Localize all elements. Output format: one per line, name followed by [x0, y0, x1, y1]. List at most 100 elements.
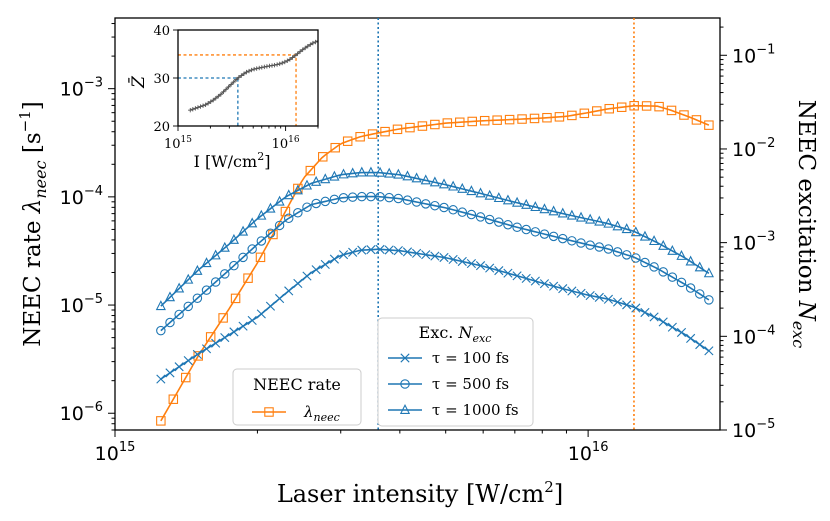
- legend-entry-1000fs: τ = 1000 fs: [432, 401, 519, 419]
- series-1-point: [676, 327, 687, 338]
- series-3-point: [237, 225, 249, 236]
- inset-point: [257, 65, 262, 71]
- inset-point: [234, 77, 239, 82]
- inset-point: [195, 105, 201, 110]
- series-1-point: [603, 294, 614, 304]
- series-0-point: [205, 332, 216, 342]
- inset-point: [246, 68, 252, 74]
- y-axis-right: 10−5 10−4 10−3 10−2 10−1: [720, 26, 775, 442]
- inset-point: [205, 101, 211, 106]
- series-2-point: [530, 227, 541, 237]
- series-2-point: [384, 192, 394, 203]
- series-2-point: [329, 194, 340, 205]
- y-right-tick-label: 10−5: [732, 417, 775, 442]
- inset-point: [272, 62, 277, 68]
- series-3-point: [265, 202, 276, 213]
- series-line-2: [160, 195, 710, 332]
- series-3-point: [365, 166, 377, 177]
- series-3-point: [603, 217, 614, 228]
- series-1-point: [658, 317, 668, 327]
- series-1-point: [229, 327, 239, 337]
- series-1-point: [622, 300, 632, 310]
- series-0-point: [243, 273, 253, 283]
- series-0-point: [455, 117, 465, 128]
- series-3-point: [429, 176, 440, 187]
- inset-point: [188, 107, 193, 113]
- legend-neec-marker-shape: [264, 407, 274, 417]
- series-1-point: [156, 374, 166, 384]
- y-right-tick-label: 10−4: [732, 323, 775, 348]
- series-1-point: [512, 271, 522, 281]
- series-0-point: [654, 101, 664, 112]
- series-0-point: [492, 115, 502, 125]
- series-2-point: [366, 191, 376, 202]
- inset-point: [313, 39, 318, 45]
- series-3-point: [457, 182, 468, 193]
- series-1-point: [320, 259, 330, 270]
- series-line-3: [160, 171, 710, 307]
- series-2-point: [621, 250, 632, 260]
- series-2-point: [247, 244, 257, 254]
- inset-point: [236, 75, 242, 80]
- y-right-tick-label: 10−3: [732, 230, 775, 255]
- inset-point: [244, 69, 249, 75]
- inset-point: [259, 65, 264, 70]
- legend-exc-marker-2: [399, 403, 411, 414]
- inset-x-tick-label: 1016: [272, 135, 300, 152]
- series-2-point: [402, 195, 413, 205]
- series-3-point: [311, 175, 322, 186]
- series-1-point: [384, 245, 394, 255]
- series-3-point: [402, 170, 413, 181]
- series-3-point: [192, 264, 203, 275]
- series-layer: [155, 101, 714, 426]
- series-1-point: [576, 288, 586, 298]
- y-right-tick-label: 10−2: [732, 136, 775, 161]
- series-1-point: [238, 321, 248, 331]
- series-2-point: [576, 238, 586, 248]
- series-3-point: [338, 168, 349, 179]
- series-2-point: [183, 301, 194, 312]
- series-3-point: [621, 223, 632, 234]
- inset-point: [241, 71, 247, 77]
- inset-point: [190, 107, 196, 112]
- series-3-point: [320, 173, 331, 184]
- series-2-point: [274, 220, 285, 231]
- series-2-point: [521, 224, 531, 235]
- inset-y-tick-label: 40: [153, 24, 170, 39]
- series-2-point: [420, 199, 431, 209]
- series-0-point: [691, 115, 702, 125]
- series-2-point: [411, 197, 422, 207]
- series-1-point: [302, 271, 312, 281]
- series-2-point: [311, 198, 321, 209]
- legend-entry-100fs: τ = 100 fs: [432, 349, 509, 367]
- series-3-point: [329, 170, 340, 181]
- series-3-point: [575, 211, 587, 222]
- inset-point: [239, 73, 244, 78]
- inset-point: [282, 59, 287, 65]
- inset-point: [290, 55, 295, 60]
- series-2-point: [393, 193, 404, 204]
- series-3-point: [228, 233, 240, 244]
- legend-entry-500fs: τ = 500 fs: [432, 375, 509, 393]
- series-0-point: [616, 102, 627, 112]
- inset-x-label: I [W/cm2]: [194, 150, 271, 171]
- inset-point: [300, 47, 305, 52]
- series-1-point: [695, 340, 705, 350]
- inset-chart: 1015 1016 20 30 40 I [W/cm2] Z̄: [127, 24, 319, 171]
- inset-point: [264, 64, 270, 69]
- series-1-point: [393, 246, 403, 256]
- series-0-point: [181, 372, 191, 383]
- y-axis-left-label: NEEC rate λneec [s−1]: [16, 101, 50, 346]
- legend-neec-marker: [264, 407, 274, 417]
- series-3-point: [411, 172, 422, 183]
- series-0-point: [592, 106, 602, 116]
- series-0-point: [355, 131, 365, 142]
- series-1-point: [421, 250, 431, 260]
- series-2-point: [695, 289, 705, 299]
- inset-point: [315, 38, 318, 44]
- series-1-point: [631, 303, 641, 313]
- series-3-point: [393, 168, 404, 179]
- series-2-point: [293, 207, 303, 218]
- series-0-point: [168, 394, 179, 404]
- series-1-point: [348, 247, 358, 257]
